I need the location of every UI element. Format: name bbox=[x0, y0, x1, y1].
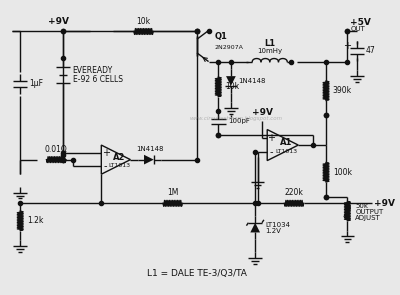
Text: 1.2V: 1.2V bbox=[265, 228, 281, 235]
Text: +: + bbox=[343, 41, 351, 51]
Text: LT1034: LT1034 bbox=[265, 222, 290, 228]
Text: 47: 47 bbox=[366, 46, 376, 55]
Text: EVEREADY: EVEREADY bbox=[73, 66, 113, 75]
Text: 10k: 10k bbox=[136, 17, 151, 26]
Text: LT1013: LT1013 bbox=[108, 163, 130, 168]
Text: ADJUST: ADJUST bbox=[355, 215, 381, 221]
Text: 50k: 50k bbox=[355, 203, 368, 209]
Text: OUTPUT: OUTPUT bbox=[355, 209, 384, 215]
Polygon shape bbox=[226, 76, 236, 86]
Text: +5V: +5V bbox=[350, 18, 371, 27]
Text: +: + bbox=[102, 148, 110, 158]
Text: A1: A1 bbox=[280, 138, 292, 147]
Text: 10k: 10k bbox=[225, 82, 239, 91]
Polygon shape bbox=[144, 155, 154, 165]
Text: 1.2k: 1.2k bbox=[27, 216, 44, 225]
Text: E-92 6 CELLS: E-92 6 CELLS bbox=[73, 75, 123, 83]
Text: 220k: 220k bbox=[284, 189, 304, 197]
Text: 390k: 390k bbox=[333, 86, 352, 95]
Text: +9V: +9V bbox=[374, 199, 395, 208]
Text: 2N2907A: 2N2907A bbox=[214, 45, 243, 50]
Text: 1N4148: 1N4148 bbox=[239, 78, 266, 84]
Text: www.circuitsstream.blogspot.com: www.circuitsstream.blogspot.com bbox=[189, 116, 282, 121]
Text: -: - bbox=[270, 147, 273, 157]
Text: LT1013: LT1013 bbox=[275, 149, 297, 154]
Text: +9V: +9V bbox=[48, 17, 69, 26]
Text: 100pF: 100pF bbox=[228, 118, 250, 124]
Text: L1: L1 bbox=[264, 39, 275, 48]
Text: 1N4148: 1N4148 bbox=[136, 146, 164, 152]
Text: Q1: Q1 bbox=[214, 32, 227, 41]
Text: -: - bbox=[104, 161, 108, 171]
Text: 0.01Ω: 0.01Ω bbox=[45, 145, 68, 154]
Polygon shape bbox=[250, 223, 260, 232]
Text: +9V: +9V bbox=[252, 108, 273, 117]
Text: 1µF: 1µF bbox=[29, 79, 43, 88]
Text: 1M: 1M bbox=[167, 189, 178, 197]
Text: +: + bbox=[267, 133, 275, 143]
Text: 10mHy: 10mHy bbox=[257, 48, 282, 54]
Text: OUT: OUT bbox=[350, 27, 365, 32]
Text: 100k: 100k bbox=[333, 168, 352, 177]
Text: L1 = DALE TE-3/Q3/TA: L1 = DALE TE-3/Q3/TA bbox=[147, 269, 247, 278]
Text: A2: A2 bbox=[113, 153, 126, 162]
